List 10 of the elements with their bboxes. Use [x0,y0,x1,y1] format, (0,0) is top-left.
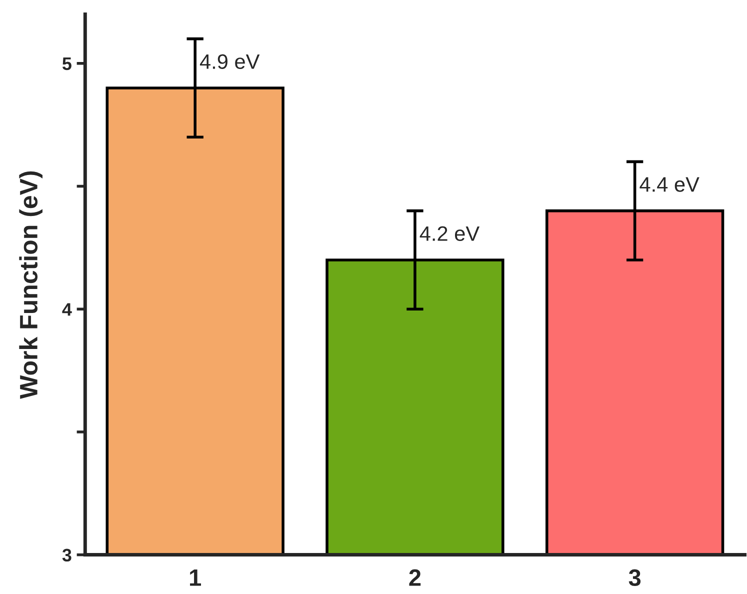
data-label: 4.4 eV [640,177,700,192]
data-label: 4.2 eV [420,226,480,241]
y-tick-label: 5 [62,58,72,70]
x-tick-label: 1 [190,570,201,586]
data-label: 4.9 eV [200,54,260,69]
x-tick-label: 3 [628,569,641,586]
y-tick-label: 4 [62,303,72,316]
y-tick-label: 3 [62,548,72,562]
y-axis-title: Work Function (eV) [19,171,42,399]
x-tick-label: 2 [409,569,421,586]
